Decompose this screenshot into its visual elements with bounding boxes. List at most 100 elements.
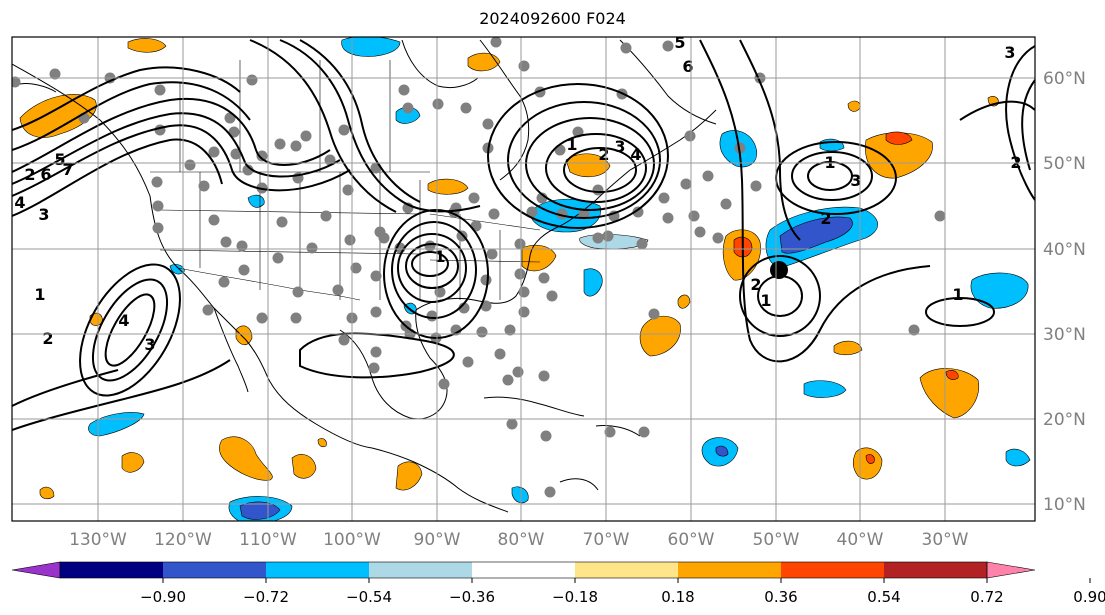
station-marker	[648, 308, 660, 320]
positive-anomaly-patch	[847, 100, 861, 112]
contour-label: 2	[750, 275, 761, 294]
positive-anomaly-patch	[885, 131, 913, 145]
colorbar-tick-label: 0.18	[661, 588, 694, 606]
station-marker	[370, 306, 382, 318]
positive-anomaly-patch	[565, 153, 611, 178]
station-marker	[502, 374, 514, 386]
station-marker	[480, 274, 492, 286]
station-marker	[488, 208, 500, 220]
positive-anomaly-patch	[945, 370, 959, 380]
station-marker	[482, 118, 494, 130]
latitude-label: 50°N	[1043, 154, 1086, 174]
contour-label: 1	[434, 247, 445, 266]
station-marker	[218, 276, 230, 288]
negative-anomaly-patch	[511, 486, 529, 504]
station-markers	[12, 37, 946, 498]
positive-anomaly-patch	[865, 454, 875, 464]
station-marker	[292, 286, 304, 298]
station-marker	[208, 146, 220, 158]
colorbar-tick-label: 0.72	[970, 588, 1003, 606]
positive-anomaly-patch	[235, 325, 253, 346]
positive-anomaly-patch	[127, 38, 167, 53]
contour-label: 1	[34, 285, 45, 304]
station-marker	[662, 40, 674, 52]
negative-anomaly-patch	[169, 264, 185, 275]
colorbar-segment	[575, 562, 678, 578]
station-marker	[256, 150, 268, 162]
station-marker	[320, 210, 332, 222]
station-marker	[506, 418, 518, 430]
station-marker	[49, 68, 61, 80]
negative-anomaly-patch	[88, 412, 145, 437]
longitude-label: 120°W	[154, 530, 212, 550]
station-marker	[338, 334, 350, 346]
longitude-label: 50°W	[753, 530, 800, 550]
station-marker	[592, 184, 604, 196]
station-marker	[538, 272, 550, 284]
positive-anomaly-patch	[121, 452, 145, 473]
station-marker	[198, 180, 210, 192]
contour-label: 3	[144, 335, 155, 354]
colorbar-tick-labels: −0.90 −0.72 −0.54 −0.36 −0.18 0.18 0.36 0.54 0.7…	[140, 578, 1105, 606]
station-marker	[184, 159, 196, 171]
station-marker	[274, 138, 286, 150]
colorbar-tick-label: 0.54	[867, 588, 900, 606]
station-marker	[636, 238, 648, 250]
contour-label: 4	[118, 311, 129, 330]
longitude-labels: 130°W 120°W 110°W 100°W 90°W 80°W 70°W 60°W 50°W…	[69, 530, 969, 550]
longitude-label: 40°W	[837, 530, 884, 550]
colorbar-segment	[369, 562, 472, 578]
contour-label: 3	[1004, 43, 1015, 62]
colorbar-tick-label: −0.72	[243, 588, 289, 606]
station-marker	[476, 326, 488, 338]
station-marker	[208, 214, 220, 226]
latitude-label: 40°N	[1043, 240, 1086, 260]
colorbar-tick-label: −0.18	[552, 588, 598, 606]
positive-anomaly-patch	[833, 340, 863, 356]
longitude-label: 70°W	[583, 530, 630, 550]
positive-anomaly-patch	[291, 454, 317, 479]
positive-anomaly-patch	[639, 315, 681, 357]
station-marker	[526, 206, 538, 218]
station-marker	[370, 346, 382, 358]
colorbar-segment	[472, 562, 575, 578]
station-marker	[702, 170, 714, 182]
colorbar-tick-label: −0.36	[449, 588, 495, 606]
station-marker	[290, 312, 302, 324]
station-marker	[342, 184, 354, 196]
colorbar-segment	[678, 562, 781, 578]
station-marker	[536, 192, 548, 204]
colorbar-min-extension	[11, 561, 61, 579]
station-marker	[544, 486, 556, 498]
station-marker	[518, 286, 530, 298]
latitude-label: 10°N	[1043, 495, 1086, 515]
station-marker	[546, 290, 558, 302]
contour-label: 1	[566, 135, 577, 154]
contour-label: 1	[760, 291, 771, 310]
contour-label: 6	[682, 57, 693, 76]
station-marker	[680, 178, 692, 190]
colorbar-tick-label: −0.54	[346, 588, 392, 606]
contour-label: 2	[820, 209, 831, 228]
map-background	[12, 37, 1035, 521]
station-marker	[750, 180, 762, 192]
station-marker	[684, 130, 696, 142]
station-marker	[632, 206, 644, 218]
station-marker	[578, 208, 590, 220]
station-marker	[338, 124, 350, 136]
negative-anomaly-patch	[239, 501, 281, 520]
positive-anomaly-patch	[19, 94, 97, 138]
station-marker	[694, 226, 706, 238]
contour-label: 1	[952, 285, 963, 304]
contour-label: 3	[38, 205, 49, 224]
station-marker	[152, 200, 164, 212]
negative-anomaly-patch	[715, 445, 729, 457]
latitude-label: 30°N	[1043, 325, 1086, 345]
station-marker	[230, 148, 242, 160]
longitude-label: 100°W	[323, 530, 381, 550]
station-marker	[720, 198, 732, 210]
negative-anomaly-patch	[803, 380, 847, 398]
station-marker	[202, 304, 214, 316]
station-marker	[368, 362, 380, 374]
